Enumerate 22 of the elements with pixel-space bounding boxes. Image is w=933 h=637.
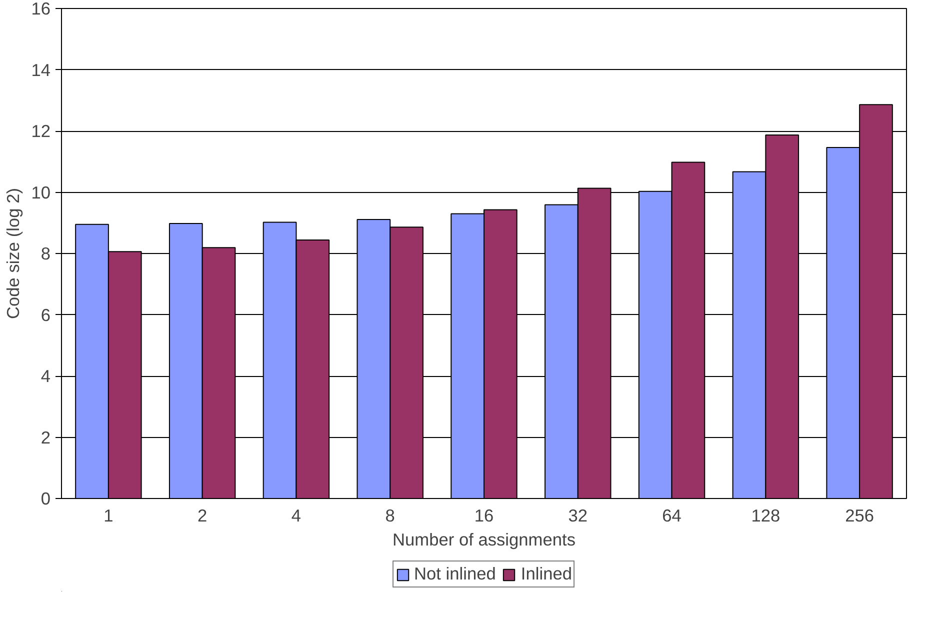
y-tick-label: 2 xyxy=(40,427,51,448)
x-tick-label: 2 xyxy=(198,506,208,526)
x-tick-label: 32 xyxy=(568,506,588,526)
x-tick-label: 1 xyxy=(104,506,114,526)
legend-label: Not inlined xyxy=(414,564,496,584)
y-tick-label: 14 xyxy=(31,60,51,80)
y-tick-label: 16 xyxy=(31,0,51,18)
x-tick-label: 8 xyxy=(385,506,395,526)
x-tick-label: 16 xyxy=(474,506,494,526)
y-tick-label: 8 xyxy=(40,244,51,264)
x-tick-label: 128 xyxy=(751,506,780,526)
x-axis-title: Number of assignments xyxy=(392,530,576,550)
y-tick-label: 0 xyxy=(40,488,51,508)
x-tick-label: 256 xyxy=(845,506,874,526)
x-tick-label: 4 xyxy=(291,506,302,526)
y-tick-label: 12 xyxy=(31,121,51,141)
y-tick-label: 4 xyxy=(40,366,51,386)
y-tick-label: 6 xyxy=(40,304,51,325)
x-tick-label: 64 xyxy=(662,506,682,526)
y-axis-title: Code size (log 2) xyxy=(3,188,24,319)
legend-label: Inlined xyxy=(520,564,572,584)
y-tick-label: 10 xyxy=(31,182,51,202)
